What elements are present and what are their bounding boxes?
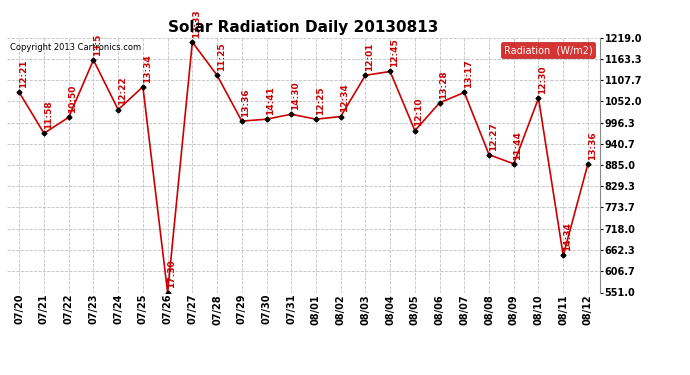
Text: 13:5: 13:5 xyxy=(93,33,102,56)
Text: 11:58: 11:58 xyxy=(43,100,52,129)
Text: Copyright 2013 Cartronics.com: Copyright 2013 Cartronics.com xyxy=(10,43,141,52)
Text: 12:10: 12:10 xyxy=(415,98,424,126)
Text: 12:01: 12:01 xyxy=(365,43,374,71)
Text: 12:34: 12:34 xyxy=(340,84,349,112)
Text: 12:21: 12:21 xyxy=(19,60,28,88)
Text: 13:28: 13:28 xyxy=(440,70,449,99)
Text: 13:36: 13:36 xyxy=(588,131,597,160)
Text: 13:34: 13:34 xyxy=(143,54,152,82)
Text: 11:25: 11:25 xyxy=(217,42,226,71)
Legend: Radiation  (W/m2): Radiation (W/m2) xyxy=(501,42,595,58)
Title: Solar Radiation Daily 20130813: Solar Radiation Daily 20130813 xyxy=(168,20,439,35)
Text: 12:25: 12:25 xyxy=(315,86,324,115)
Text: 14:34: 14:34 xyxy=(563,222,572,251)
Text: 13:36: 13:36 xyxy=(241,88,250,117)
Text: 13:17: 13:17 xyxy=(464,60,473,88)
Text: 14:30: 14:30 xyxy=(291,81,300,110)
Text: 12:22: 12:22 xyxy=(118,77,127,105)
Text: 11:44: 11:44 xyxy=(513,131,522,160)
Text: 10:50: 10:50 xyxy=(68,85,77,113)
Text: 17:30: 17:30 xyxy=(167,260,176,288)
Text: 12:45: 12:45 xyxy=(390,39,399,67)
Text: 13:33: 13:33 xyxy=(192,9,201,38)
Text: 12:30: 12:30 xyxy=(538,66,547,94)
Text: 12:27: 12:27 xyxy=(489,122,497,150)
Text: 14:41: 14:41 xyxy=(266,86,275,115)
